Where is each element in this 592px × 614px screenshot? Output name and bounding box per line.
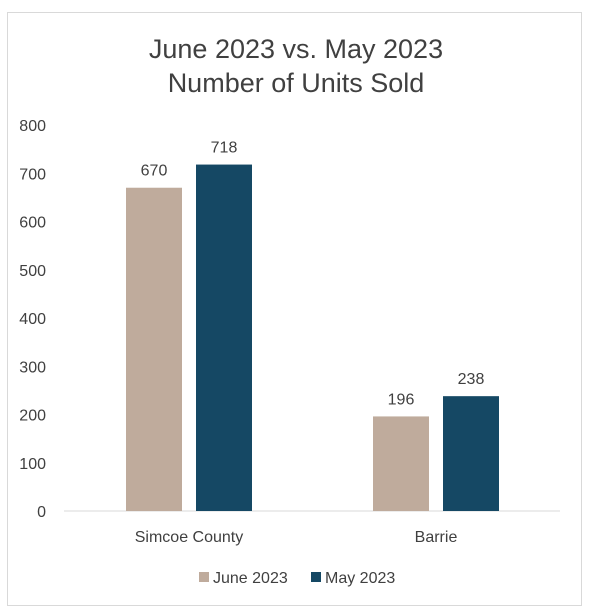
bars: 670 718 196 238 [126, 140, 499, 511]
data-label: 670 [141, 163, 168, 180]
x-axis-categories: Simcoe County Barrie [135, 529, 458, 546]
y-tick-label: 600 [19, 215, 46, 232]
legend-label: May 2023 [325, 570, 395, 587]
y-tick-label: 700 [19, 166, 46, 183]
data-label: 196 [388, 391, 415, 408]
bar-simcoe-county-may-2023 [196, 164, 252, 511]
bar-barrie-may-2023 [443, 396, 499, 511]
y-tick-label: 400 [19, 311, 46, 328]
legend-swatch [311, 572, 321, 582]
legend-label: June 2023 [213, 570, 288, 587]
chart-title-line-1: June 2023 vs. May 2023 [149, 34, 443, 64]
chart-title-line-2: Number of Units Sold [168, 68, 425, 98]
y-tick-label: 800 [19, 118, 46, 135]
y-tick-label: 100 [19, 456, 46, 473]
legend-swatch [199, 572, 209, 582]
bar-barrie-june-2023 [373, 416, 429, 511]
y-tick-label: 0 [37, 504, 46, 521]
bar-simcoe-county-june-2023 [126, 187, 182, 511]
y-tick-label: 300 [19, 359, 46, 376]
y-tick-label: 500 [19, 263, 46, 280]
y-axis-ticks: 0 100 200 300 400 500 600 700 800 [19, 118, 46, 521]
data-label: 718 [211, 140, 238, 157]
x-category-label: Barrie [415, 529, 458, 546]
x-category-label: Simcoe County [135, 529, 244, 546]
data-label: 238 [458, 371, 485, 388]
legend: June 2023 May 2023 [199, 570, 395, 587]
y-tick-label: 200 [19, 408, 46, 425]
